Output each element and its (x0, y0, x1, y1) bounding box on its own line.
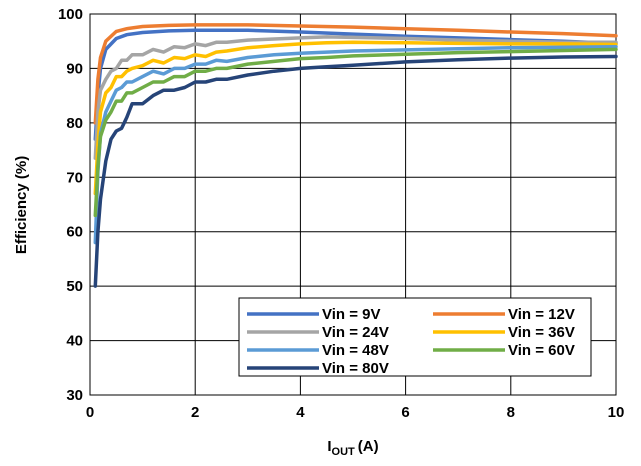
series-line-4 (93, 40, 618, 196)
series-line-3 (93, 35, 618, 160)
legend-label: Vin = 36V (508, 324, 575, 341)
y-axis-title: Efficiency (%) (13, 156, 30, 254)
series-line-5 (93, 44, 618, 245)
legend-label: Vin = 24V (322, 324, 389, 341)
y-tick-label: 100 (58, 6, 83, 23)
series-line-7 (93, 54, 618, 288)
x-axis-ticks: 0 2 4 6 8 10 (86, 404, 625, 421)
plot-area-border (89, 13, 617, 396)
y-tick-label: 90 (66, 60, 83, 77)
legend-label: Vin = 60V (508, 342, 575, 359)
x-axis-title: IOUT (A) (327, 438, 378, 458)
y-axis-ticks: 30 40 50 60 70 80 90 100 (58, 6, 83, 404)
y-tick-label: 50 (66, 278, 83, 295)
y-tick-label: 80 (66, 115, 83, 132)
x-axis-title-main: I (327, 438, 331, 455)
y-tick-label: 70 (66, 169, 83, 186)
x-tick-label: 8 (507, 404, 515, 421)
legend-label: Vin = 48V (322, 342, 389, 359)
y-tick-label: 60 (66, 224, 83, 241)
x-axis-title-unit: (A) (358, 438, 379, 455)
x-tick-label: 6 (401, 404, 409, 421)
legend-label: Vin = 80V (322, 360, 389, 377)
x-axis-title-subscript: OUT (332, 446, 356, 458)
x-tick-label: 4 (296, 404, 305, 421)
x-tick-label: 10 (608, 404, 625, 421)
x-tick-label: 0 (86, 404, 94, 421)
series-line-2 (93, 23, 618, 125)
series-line-1 (93, 28, 618, 141)
series-line-6 (93, 47, 618, 218)
x-tick-label: 2 (191, 404, 199, 421)
y-tick-label: 40 (66, 333, 83, 350)
legend-label: Vin = 12V (508, 306, 575, 323)
y-tick-label: 30 (66, 387, 83, 404)
legend-label: Vin = 9V (322, 306, 381, 323)
series-lines (93, 23, 618, 288)
legend-box (238, 297, 592, 377)
